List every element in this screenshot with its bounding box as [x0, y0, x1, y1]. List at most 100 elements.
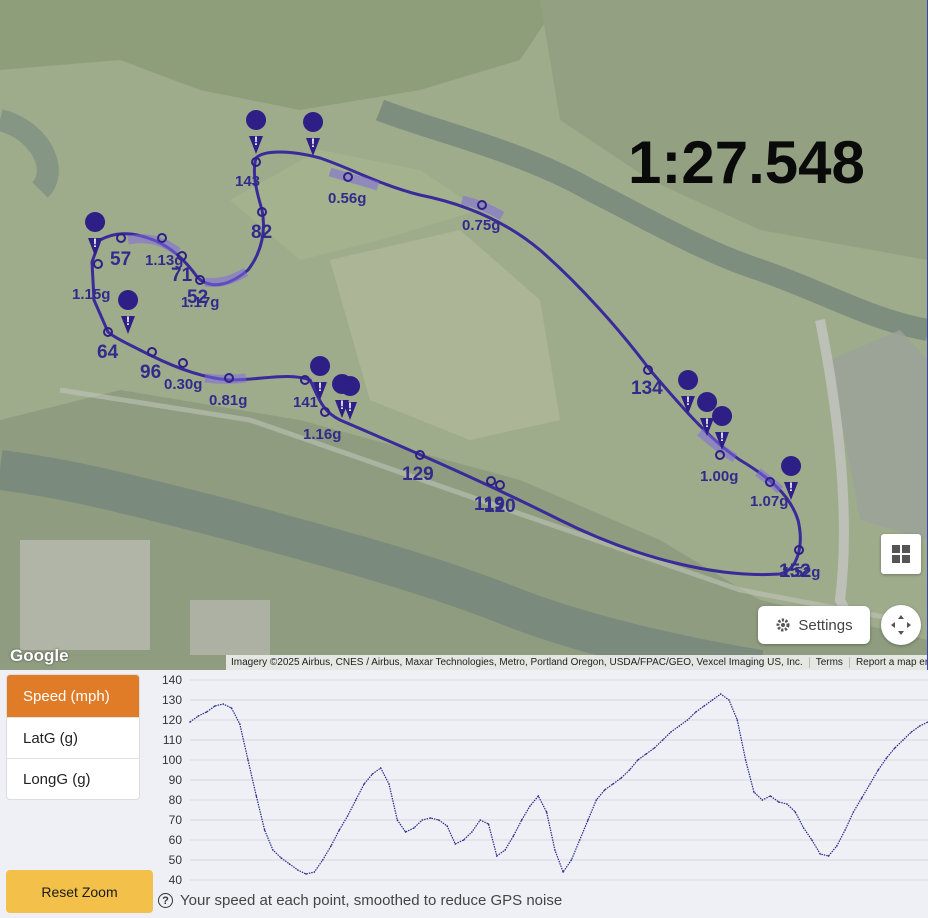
- speed-series-line: [189, 693, 928, 875]
- svg-text:!: !: [348, 400, 352, 414]
- divider: [848, 657, 850, 668]
- g-label: 1.16g: [303, 426, 342, 443]
- speed-point: [686, 719, 689, 721]
- tab-longg[interactable]: LongG (g): [23, 770, 91, 788]
- speed-label: 71: [171, 265, 193, 286]
- speed-point: [537, 795, 540, 797]
- terms-link[interactable]: Terms: [815, 657, 843, 668]
- map-type-button[interactable]: [881, 534, 921, 574]
- speed-point: [894, 747, 896, 749]
- svg-text:!: !: [705, 416, 709, 430]
- svg-text:!: !: [318, 380, 322, 394]
- y-tick-label: 120: [162, 713, 182, 727]
- speed-point: [719, 693, 722, 695]
- speed-point: [239, 723, 241, 725]
- chart-caption: ? Your speed at each point, smoothed to …: [158, 892, 562, 909]
- speed-point: [703, 705, 705, 707]
- speed-chart[interactable]: 40 50 60 70 80 90 100 110 120 130 140: [154, 672, 928, 887]
- speed-point: [695, 711, 697, 713]
- divider: [808, 657, 810, 668]
- report-error-link[interactable]: Report a map error: [855, 657, 927, 668]
- y-tick-label: 70: [169, 813, 183, 827]
- speed-label: 129: [402, 464, 434, 485]
- speed-point: [355, 799, 357, 801]
- speed-point: [421, 819, 424, 821]
- speed-point: [910, 731, 913, 733]
- speed-point: [263, 829, 266, 831]
- y-tick-label: 130: [162, 693, 182, 707]
- track-map[interactable]: !!! !!! !!! !! 57 71 52 82 143 64 96 141…: [0, 0, 928, 670]
- speed-point: [777, 801, 780, 803]
- speed-point: [363, 783, 365, 785]
- g-label: 0.75g: [462, 217, 501, 234]
- tab-latg[interactable]: LatG (g): [7, 718, 139, 759]
- speed-point: [371, 773, 374, 775]
- speed-point: [205, 711, 208, 713]
- speed-point: [678, 725, 680, 727]
- speed-point: [346, 815, 349, 817]
- speed-point: [330, 845, 332, 847]
- speed-point: [902, 739, 904, 741]
- speed-point: [786, 803, 788, 805]
- svg-text:!: !: [254, 134, 258, 148]
- speed-point: [736, 719, 739, 721]
- speed-point: [454, 843, 457, 845]
- svg-text:!: !: [93, 236, 97, 250]
- y-tick-label: 140: [162, 673, 182, 687]
- speed-point: [869, 783, 871, 785]
- speed-point: [587, 819, 589, 821]
- speed-point: [595, 799, 598, 801]
- speed-point: [670, 731, 672, 733]
- speed-point: [918, 725, 921, 727]
- settings-button[interactable]: Settings: [758, 606, 870, 644]
- speed-label: 143: [235, 173, 261, 190]
- move-arrows-icon: [891, 615, 911, 635]
- grid-icon: [892, 545, 910, 563]
- speed-point: [413, 827, 415, 829]
- speed-point: [272, 849, 274, 851]
- speed-point: [802, 827, 805, 829]
- speed-point: [836, 845, 838, 847]
- reset-zoom-button[interactable]: Reset Zoom: [6, 870, 153, 913]
- g-label: 1.17g: [181, 294, 220, 311]
- speed-point: [653, 747, 656, 749]
- speed-point: [321, 859, 324, 861]
- speed-point: [504, 849, 506, 851]
- g-label: 1.07g: [750, 493, 789, 510]
- gear-icon: [776, 618, 790, 632]
- g-label: 1.52g: [782, 564, 821, 581]
- speed-point: [487, 823, 490, 825]
- tab-speed[interactable]: Speed (mph): [7, 675, 139, 718]
- speed-point: [379, 767, 382, 769]
- speed-point: [728, 699, 730, 701]
- speed-point: [620, 777, 622, 779]
- speed-point: [753, 791, 755, 793]
- g-label: 0.81g: [209, 392, 248, 409]
- speed-point: [744, 759, 747, 761]
- speed-point: [396, 819, 399, 821]
- speed-point: [255, 795, 258, 797]
- speed-point: [388, 783, 390, 785]
- speed-point: [761, 799, 763, 801]
- speed-point: [661, 739, 664, 741]
- speed-point: [280, 857, 282, 859]
- lap-time: 1:27.548: [628, 129, 865, 196]
- speed-point: [496, 855, 498, 857]
- speed-point: [189, 721, 191, 723]
- speed-point: [612, 783, 614, 785]
- speed-point: [520, 819, 523, 821]
- speed-point: [554, 849, 556, 851]
- svg-text:!: !: [311, 136, 315, 150]
- speed-point: [637, 759, 639, 761]
- speed-chart-svg: 40 50 60 70 80 90 100 110 120 130 140: [162, 673, 928, 887]
- speed-point: [844, 829, 846, 831]
- y-tick-label: 50: [169, 853, 183, 867]
- speed-point: [313, 871, 316, 873]
- recenter-button[interactable]: [881, 605, 921, 645]
- speed-point: [711, 699, 714, 701]
- speed-point: [562, 871, 564, 873]
- y-tick-label: 110: [163, 733, 182, 747]
- speed-point: [446, 825, 448, 827]
- settings-label: Settings: [798, 616, 853, 634]
- speed-label: 82: [251, 222, 273, 243]
